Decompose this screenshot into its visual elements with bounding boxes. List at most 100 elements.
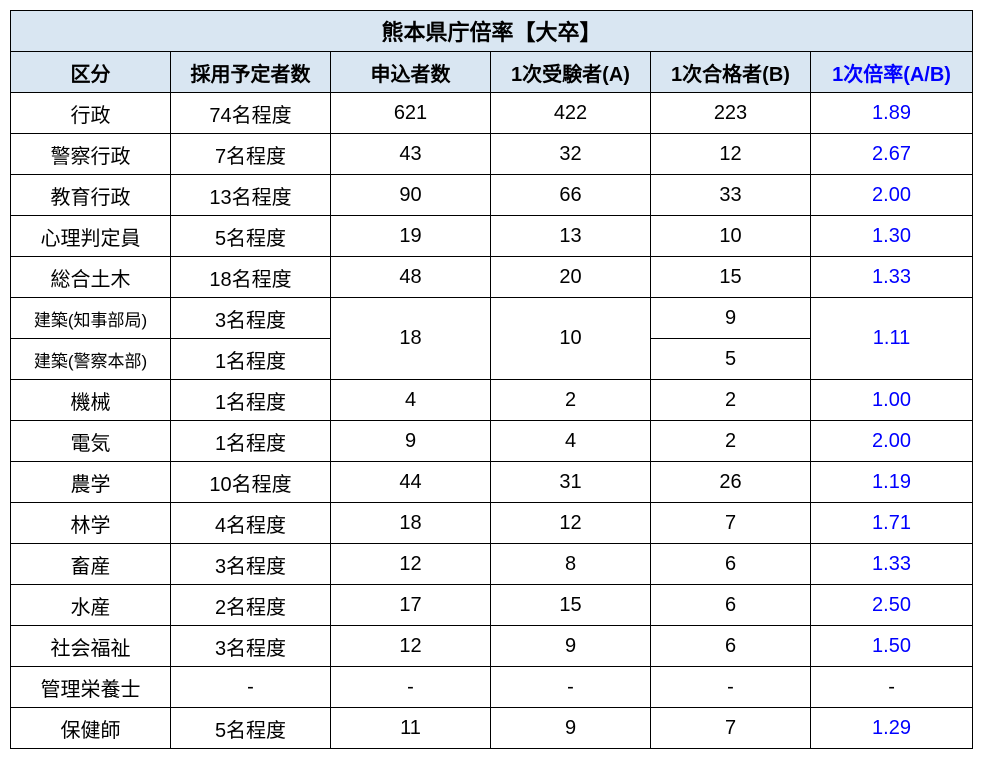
cell-first-pass: 223 [651, 93, 811, 134]
cell-applicants: 17 [331, 585, 491, 626]
header-applicants: 申込者数 [331, 52, 491, 93]
cell-applicants: 18 [331, 503, 491, 544]
cell-planned: 18名程度 [171, 257, 331, 298]
table-row: 行政74名程度6214222231.89 [11, 93, 973, 134]
cell-category: 教育行政 [11, 175, 171, 216]
table-row: 畜産3名程度12861.33 [11, 544, 973, 585]
cell-first-pass: 6 [651, 585, 811, 626]
cell-category: 社会福祉 [11, 626, 171, 667]
table-title: 熊本県庁倍率【大卒】 [11, 11, 973, 52]
table-row: 警察行政7名程度4332122.67 [11, 134, 973, 175]
cell-planned: - [171, 667, 331, 708]
ratio-table: 熊本県庁倍率【大卒】 区分 採用予定者数 申込者数 1次受験者(A) 1次合格者… [10, 10, 973, 749]
cell-applicants: 48 [331, 257, 491, 298]
header-first-pass: 1次合格者(B) [651, 52, 811, 93]
cell-ratio: 1.29 [811, 708, 973, 749]
cell-ratio: 2.00 [811, 421, 973, 462]
cell-planned: 1名程度 [171, 380, 331, 421]
table-row: 電気1名程度9422.00 [11, 421, 973, 462]
cell-ratio: 1.33 [811, 544, 973, 585]
cell-ratio: 1.11 [811, 298, 973, 380]
cell-applicants: - [331, 667, 491, 708]
cell-first-pass: 26 [651, 462, 811, 503]
table-row: 社会福祉3名程度12961.50 [11, 626, 973, 667]
cell-applicants: 9 [331, 421, 491, 462]
cell-planned: 2名程度 [171, 585, 331, 626]
cell-category: 農学 [11, 462, 171, 503]
cell-applicants: 44 [331, 462, 491, 503]
cell-ratio: 1.89 [811, 93, 973, 134]
cell-planned: 7名程度 [171, 134, 331, 175]
cell-first-exam: 13 [491, 216, 651, 257]
table-row: 農学10名程度4431261.19 [11, 462, 973, 503]
title-row: 熊本県庁倍率【大卒】 [11, 11, 973, 52]
header-ratio: 1次倍率(A/B) [811, 52, 973, 93]
cell-first-pass: 7 [651, 503, 811, 544]
cell-applicants: 12 [331, 544, 491, 585]
cell-applicants: 11 [331, 708, 491, 749]
cell-applicants: 621 [331, 93, 491, 134]
cell-ratio: 1.71 [811, 503, 973, 544]
cell-ratio: 1.30 [811, 216, 973, 257]
cell-ratio: 2.50 [811, 585, 973, 626]
cell-first-pass: 9 [651, 298, 811, 339]
cell-ratio: 2.00 [811, 175, 973, 216]
cell-category: 心理判定員 [11, 216, 171, 257]
cell-first-pass: - [651, 667, 811, 708]
table-row: 心理判定員5名程度1913101.30 [11, 216, 973, 257]
cell-first-pass: 5 [651, 339, 811, 380]
cell-first-exam: 2 [491, 380, 651, 421]
table-row: 機械1名程度4221.00 [11, 380, 973, 421]
cell-first-exam: 8 [491, 544, 651, 585]
cell-first-exam: 32 [491, 134, 651, 175]
cell-category: 建築(警察本部) [11, 339, 171, 380]
cell-category: 機械 [11, 380, 171, 421]
cell-first-pass: 6 [651, 544, 811, 585]
cell-category: 管理栄養士 [11, 667, 171, 708]
cell-first-exam: 10 [491, 298, 651, 380]
cell-first-pass: 15 [651, 257, 811, 298]
cell-first-pass: 2 [651, 380, 811, 421]
cell-ratio: 2.67 [811, 134, 973, 175]
table-row: 水産2名程度171562.50 [11, 585, 973, 626]
cell-planned: 1名程度 [171, 421, 331, 462]
cell-category: 行政 [11, 93, 171, 134]
cell-applicants: 12 [331, 626, 491, 667]
cell-first-pass: 12 [651, 134, 811, 175]
cell-category: 警察行政 [11, 134, 171, 175]
table-row: 総合土木18名程度4820151.33 [11, 257, 973, 298]
cell-ratio: 1.19 [811, 462, 973, 503]
cell-applicants: 19 [331, 216, 491, 257]
cell-planned: 10名程度 [171, 462, 331, 503]
cell-first-exam: 9 [491, 626, 651, 667]
cell-first-exam: 12 [491, 503, 651, 544]
cell-first-exam: 9 [491, 708, 651, 749]
cell-ratio: 1.00 [811, 380, 973, 421]
cell-first-pass: 10 [651, 216, 811, 257]
cell-first-pass: 2 [651, 421, 811, 462]
cell-first-pass: 33 [651, 175, 811, 216]
header-first-exam: 1次受験者(A) [491, 52, 651, 93]
cell-ratio: 1.33 [811, 257, 973, 298]
cell-planned: 3名程度 [171, 626, 331, 667]
cell-planned: 4名程度 [171, 503, 331, 544]
cell-planned: 3名程度 [171, 544, 331, 585]
cell-first-exam: 422 [491, 93, 651, 134]
table-row: 林学4名程度181271.71 [11, 503, 973, 544]
cell-ratio: - [811, 667, 973, 708]
header-category: 区分 [11, 52, 171, 93]
cell-planned: 5名程度 [171, 708, 331, 749]
cell-applicants: 90 [331, 175, 491, 216]
cell-applicants: 4 [331, 380, 491, 421]
header-planned: 採用予定者数 [171, 52, 331, 93]
cell-planned: 3名程度 [171, 298, 331, 339]
cell-ratio: 1.50 [811, 626, 973, 667]
cell-applicants: 43 [331, 134, 491, 175]
cell-first-exam: 66 [491, 175, 651, 216]
cell-category: 林学 [11, 503, 171, 544]
cell-category: 総合土木 [11, 257, 171, 298]
cell-planned: 13名程度 [171, 175, 331, 216]
cell-first-exam: 20 [491, 257, 651, 298]
cell-first-exam: 15 [491, 585, 651, 626]
cell-first-exam: 4 [491, 421, 651, 462]
